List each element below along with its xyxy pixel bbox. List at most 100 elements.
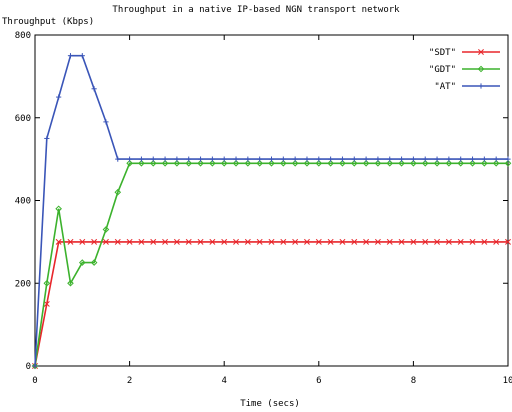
data-point (386, 159, 394, 167)
data-point (209, 238, 216, 245)
data-point (55, 238, 62, 245)
chart-title: Throughput in a native IP-based NGN tran… (112, 5, 400, 15)
data-point (185, 159, 193, 167)
data-point (304, 238, 310, 245)
data-point (481, 238, 488, 245)
data-point (362, 159, 370, 167)
data-point (197, 238, 204, 245)
x-tick-label: 4 (221, 376, 226, 386)
series-line (34, 162, 508, 367)
data-point (91, 238, 98, 245)
data-point (339, 238, 346, 245)
data-point (291, 159, 299, 167)
y-tick-label: 200 (15, 279, 31, 289)
data-point (126, 238, 133, 245)
data-point (445, 238, 452, 245)
data-point (504, 159, 512, 167)
x-tick-label: 6 (316, 376, 321, 386)
data-point (469, 238, 476, 245)
data-point (386, 238, 393, 245)
data-point (421, 159, 429, 167)
data-point (138, 238, 145, 245)
data-point (149, 159, 157, 167)
data-point (162, 238, 169, 245)
data-point (78, 259, 86, 266)
data-point (481, 159, 488, 167)
data-point (327, 159, 334, 167)
data-point (173, 238, 180, 245)
data-point (150, 238, 157, 245)
data-point (67, 238, 74, 245)
axis-ticks: 0 2 4 6 8 10 0 200 400 600 800 (15, 31, 512, 386)
data-point (256, 159, 263, 167)
data-point (457, 238, 464, 245)
data-point (363, 238, 370, 245)
data-point (197, 159, 204, 167)
series-1 (31, 159, 512, 370)
series-line (34, 241, 508, 367)
data-point (374, 159, 382, 167)
data-point (114, 238, 121, 245)
data-point (315, 238, 322, 245)
data-point (256, 238, 263, 245)
data-point (280, 159, 287, 167)
data-point (398, 238, 405, 245)
data-point (303, 159, 311, 167)
data-point (244, 238, 251, 245)
y-tick-label: 600 (15, 114, 31, 124)
data-point (434, 238, 441, 245)
data-point (492, 159, 500, 167)
series-lines (31, 53, 512, 370)
data-point (339, 159, 346, 167)
legend-marker (478, 49, 484, 55)
legend: "SDT" "GDT" "AT" (429, 48, 500, 92)
series-0 (32, 238, 511, 369)
data-point (79, 238, 86, 245)
data-point (232, 159, 240, 167)
y-tick-label: 400 (15, 197, 31, 207)
x-tick-label: 10 (503, 376, 512, 386)
data-point (505, 238, 511, 245)
legend-marker (477, 65, 485, 73)
data-point (350, 159, 358, 167)
data-point (55, 205, 62, 213)
data-point (268, 159, 275, 167)
data-point (280, 238, 287, 245)
data-point (493, 238, 500, 245)
data-point (138, 159, 145, 167)
data-point (221, 238, 228, 245)
data-point (185, 238, 192, 245)
data-point (102, 238, 109, 245)
data-point (315, 159, 323, 167)
y-tick-label: 0 (26, 362, 31, 372)
x-tick-label: 2 (127, 376, 132, 386)
data-point (398, 159, 405, 167)
data-point (445, 159, 453, 167)
x-tick-label: 0 (32, 376, 37, 386)
data-point (469, 159, 476, 167)
data-point (374, 238, 381, 245)
data-point (244, 159, 252, 167)
data-point (173, 159, 181, 167)
data-point (327, 238, 334, 245)
legend-label: "GDT" (429, 65, 456, 75)
data-point (233, 238, 239, 245)
data-point (422, 238, 429, 245)
data-point (90, 259, 98, 266)
data-point (43, 300, 50, 307)
data-point (43, 279, 51, 287)
data-point (114, 188, 122, 196)
legend-label: "SDT" (429, 48, 456, 58)
data-point (220, 159, 228, 167)
series-2 (32, 53, 511, 369)
y-axis-label: Throughput (Kbps) (2, 17, 94, 27)
data-point (102, 226, 110, 233)
data-point (457, 159, 465, 167)
x-tick-label: 8 (411, 376, 416, 386)
y-tick-label: 800 (15, 31, 31, 41)
data-point (67, 279, 74, 287)
data-point (126, 159, 133, 167)
legend-label: "AT" (434, 82, 456, 92)
data-point (209, 159, 216, 167)
